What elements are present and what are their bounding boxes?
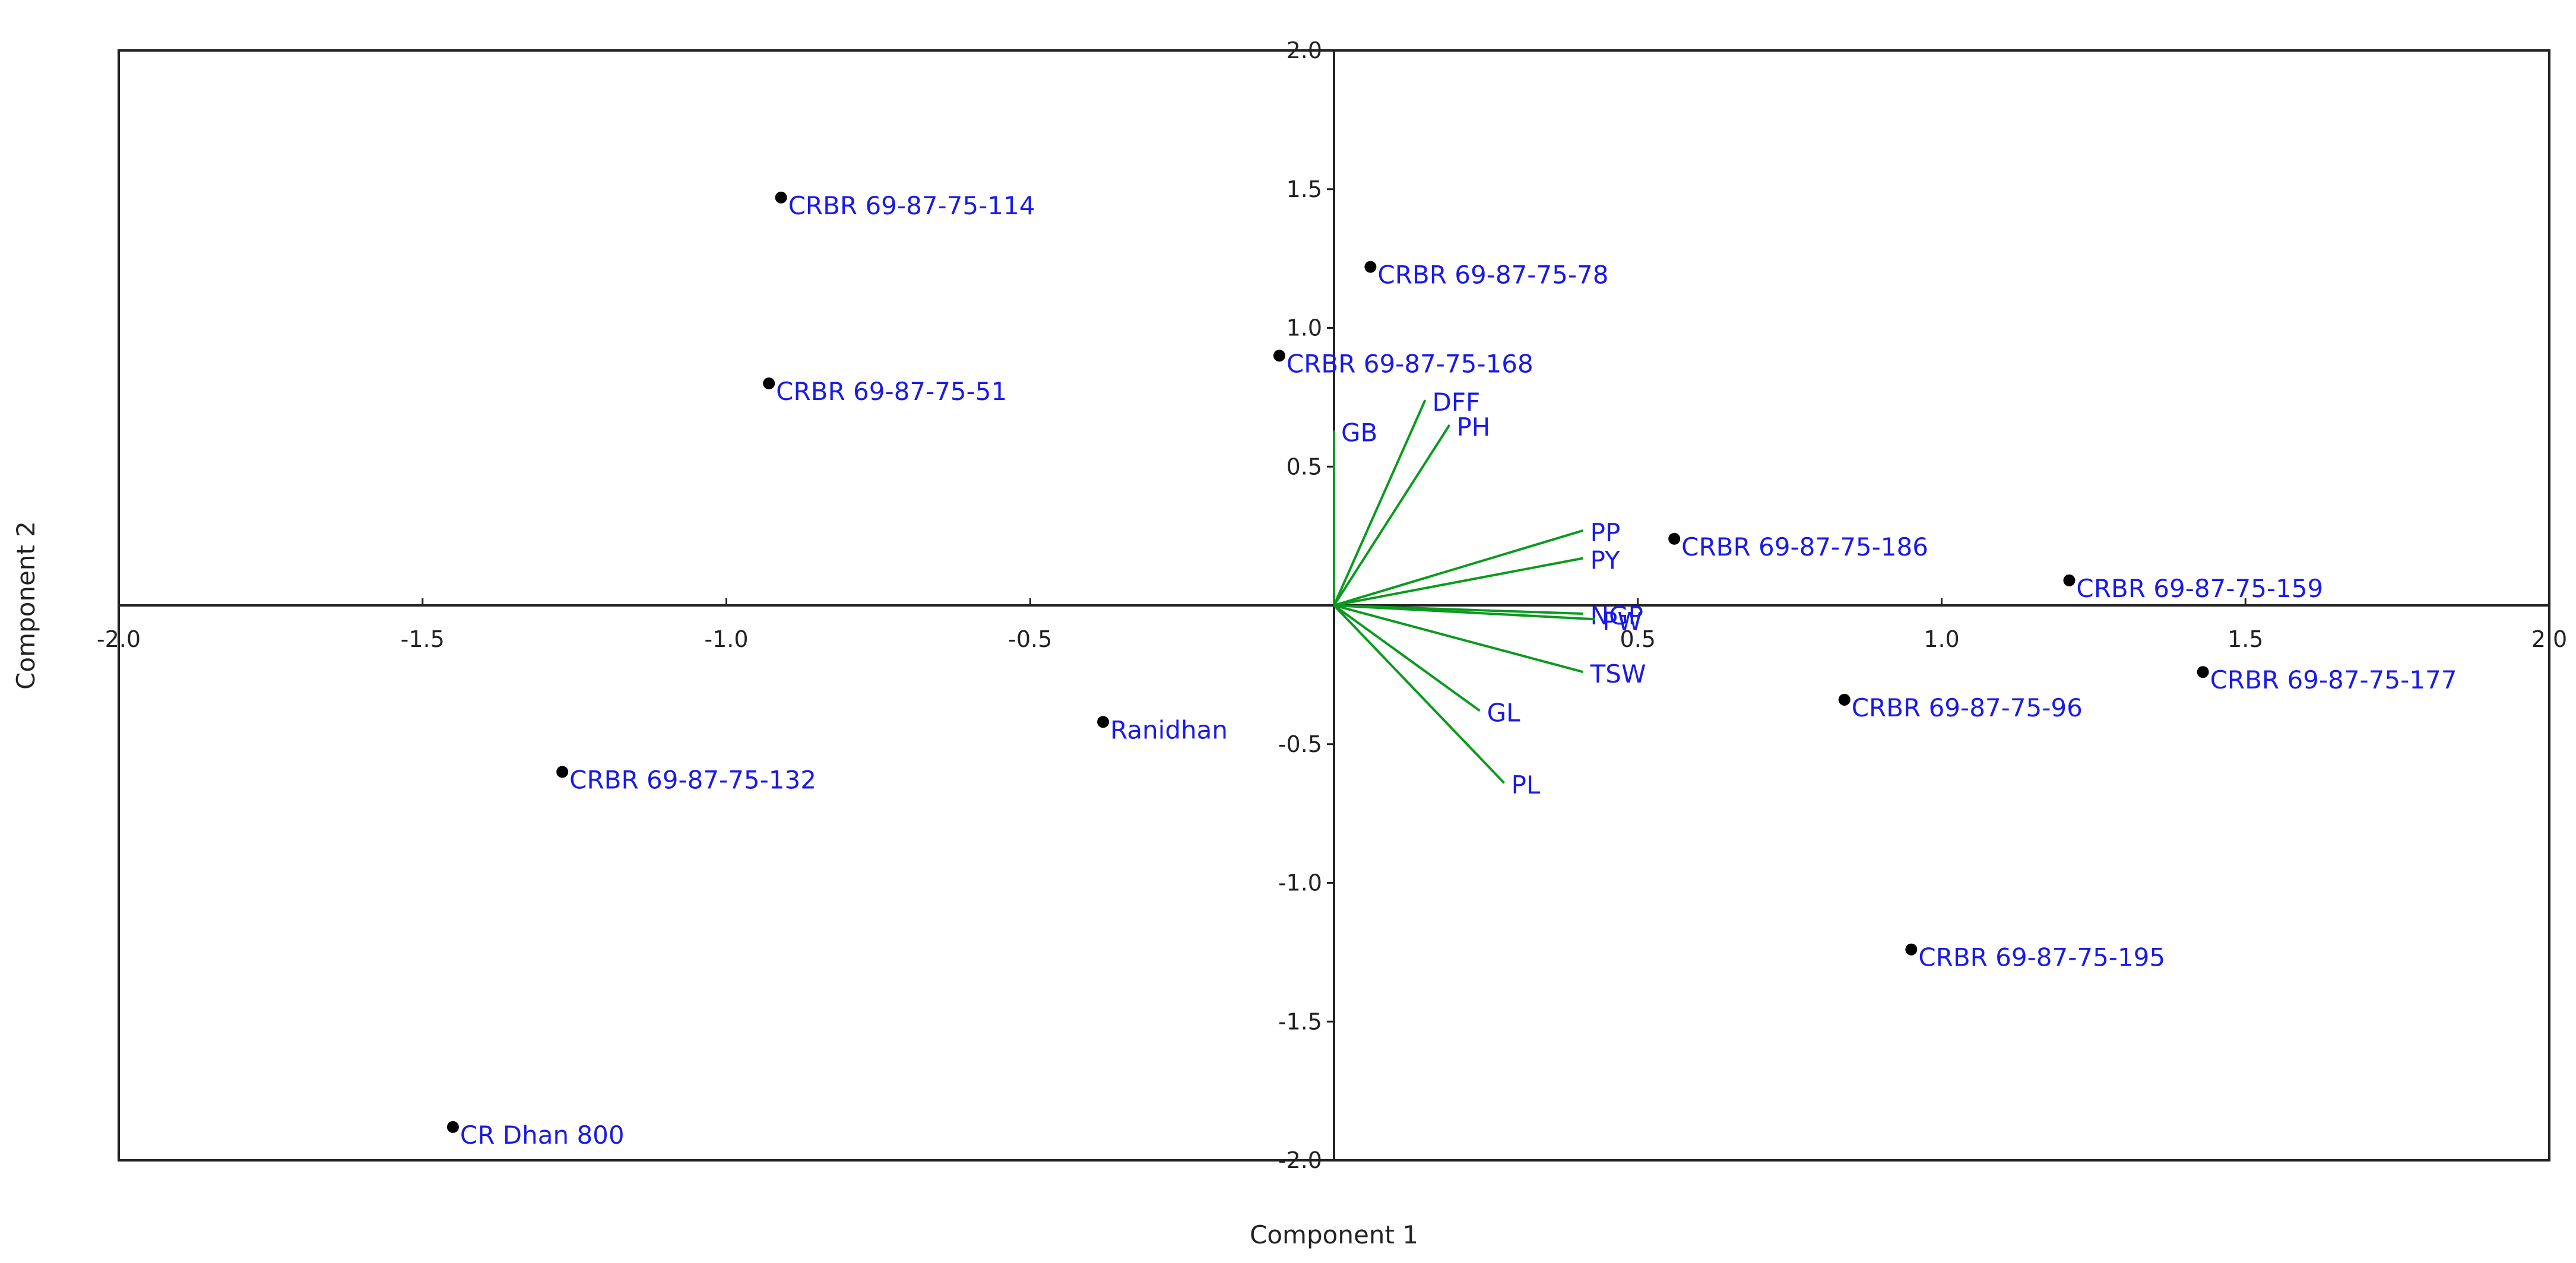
y-axis-title: Component 2 bbox=[11, 521, 40, 690]
genotype-point[interactable] bbox=[2063, 574, 2076, 586]
genotype-point[interactable] bbox=[556, 766, 569, 778]
y-tick-label: 0.5 bbox=[1287, 453, 1322, 480]
x-tick-label: 1.0 bbox=[1924, 626, 1959, 652]
x-tick-label: 2.0 bbox=[2531, 626, 2567, 652]
genotype-label: CR Dhan 800 bbox=[460, 1121, 625, 1150]
x-tick-label: 1.5 bbox=[2228, 626, 2263, 652]
y-tick-label: 1.0 bbox=[1287, 315, 1322, 341]
loading-vector-ph bbox=[1333, 424, 1451, 607]
genotype-point[interactable] bbox=[2197, 666, 2209, 678]
genotype-label: CRBR 69-87-75-195 bbox=[1918, 943, 2165, 972]
genotype-point[interactable] bbox=[763, 377, 775, 389]
y-tick-label: 2.0 bbox=[1287, 37, 1322, 64]
loading-vector-pw bbox=[1333, 604, 1596, 621]
x-tick-label: -2.0 bbox=[97, 626, 141, 652]
y-tick-label: 1.5 bbox=[1287, 176, 1322, 202]
genotype-point[interactable] bbox=[775, 191, 787, 204]
loading-label-pp: PP bbox=[1590, 518, 1621, 547]
loading-label-pw: PW bbox=[1602, 607, 1642, 636]
x-axis-title: Component 1 bbox=[1250, 1220, 1418, 1249]
loading-vector-dff bbox=[1333, 399, 1427, 606]
loading-label-ngp: NGP bbox=[1590, 601, 1643, 630]
y-tick-label: -1.0 bbox=[1278, 870, 1322, 896]
genotype-point[interactable] bbox=[1838, 693, 1851, 706]
genotype-label: Ranidhan bbox=[1110, 715, 1228, 744]
genotype-point[interactable] bbox=[1364, 261, 1377, 273]
loading-vector-py bbox=[1333, 557, 1584, 607]
genotype-label: CRBR 69-87-75-96 bbox=[1852, 693, 2083, 722]
genotype-label: CRBR 69-87-75-186 bbox=[1681, 532, 1928, 561]
y-tick-label: -0.5 bbox=[1278, 731, 1322, 757]
genotype-point[interactable] bbox=[1905, 943, 1918, 956]
genotype-label: CRBR 69-87-75-132 bbox=[569, 766, 816, 795]
loading-label-dff: DFF bbox=[1433, 388, 1481, 417]
genotype-point[interactable] bbox=[1668, 532, 1681, 545]
y-tick-label: -1.5 bbox=[1278, 1008, 1322, 1034]
genotype-label: CRBR 69-87-75-78 bbox=[1377, 261, 1608, 290]
genotype-label: CRBR 69-87-75-177 bbox=[2210, 665, 2457, 694]
x-tick-label: -1.0 bbox=[704, 626, 748, 652]
genotype-point[interactable] bbox=[446, 1121, 459, 1133]
y-ticks: 2.0 1.5 1.0 0.5 -0.5 -1.0 -1.5 -2.0 bbox=[1278, 37, 1334, 1173]
x-tick-label: 0.5 bbox=[1620, 626, 1656, 652]
x-tick-label: -1.5 bbox=[401, 626, 445, 652]
y-tick-label: -2.0 bbox=[1278, 1147, 1322, 1173]
genotype-points: CRBR 69-87-75-114 CRBR 69-87-75-78 CRBR 69… bbox=[446, 191, 2457, 1150]
loading-vector-tsw bbox=[1333, 604, 1584, 674]
loading-label-pl: PL bbox=[1512, 770, 1541, 799]
loading-vector-gl bbox=[1333, 604, 1481, 712]
genotype-point[interactable] bbox=[1273, 350, 1285, 362]
genotype-label: CRBR 69-87-75-51 bbox=[776, 377, 1007, 406]
loading-label-ph: PH bbox=[1456, 412, 1490, 442]
genotype-label: CRBR 69-87-75-168 bbox=[1287, 349, 1533, 378]
x-tick-label: -0.5 bbox=[1008, 626, 1052, 652]
loading-label-tsw: TSW bbox=[1590, 659, 1646, 688]
loading-label-py: PY bbox=[1590, 546, 1620, 575]
genotype-label: CRBR 69-87-75-114 bbox=[788, 191, 1035, 220]
genotype-point[interactable] bbox=[1097, 716, 1110, 728]
genotype-label: CRBR 69-87-75-159 bbox=[2076, 574, 2323, 603]
loading-label-gl: GL bbox=[1487, 699, 1521, 728]
loading-vector-pp bbox=[1333, 529, 1584, 607]
x-ticks: -2.0 -1.5 -1.0 -0.5 0.5 1.0 1.5 2.0 bbox=[97, 598, 2567, 652]
loading-vector-pl bbox=[1333, 604, 1506, 784]
loading-label-gb: GB bbox=[1341, 418, 1377, 447]
